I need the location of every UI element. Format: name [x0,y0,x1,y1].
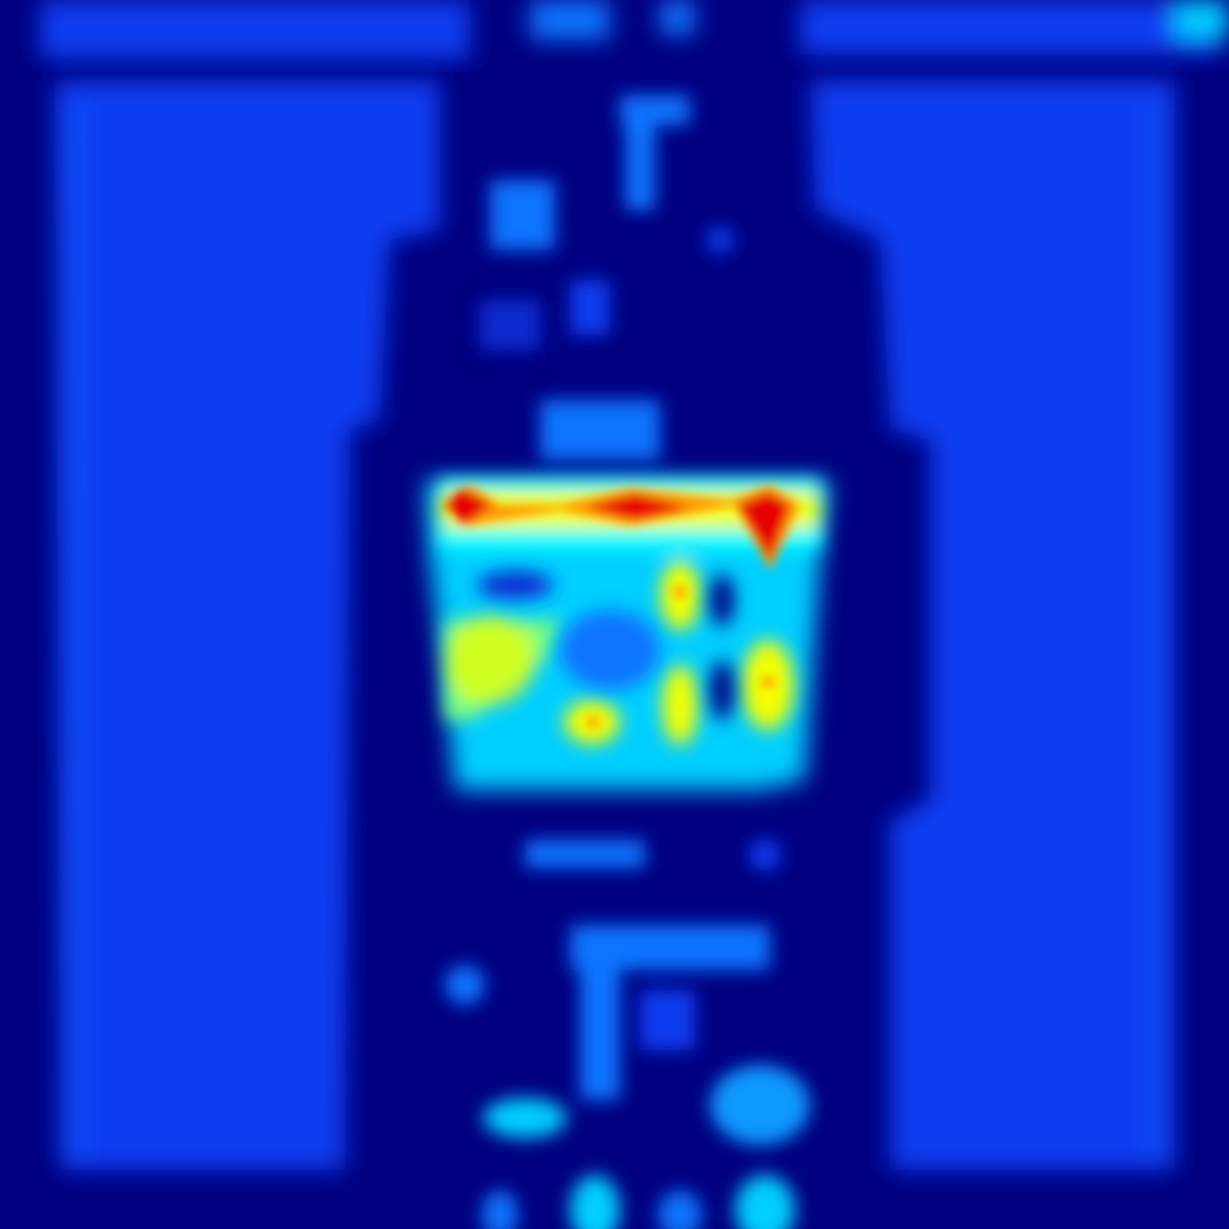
top-right-corner-spot [1175,0,1229,38]
blob-lower-4 [580,960,620,1100]
blob-bottom-2 [735,1175,795,1229]
blob-bottom-4 [658,1190,702,1229]
top-band-center-small [660,0,695,35]
blob-lower-2 [749,839,781,871]
spot-right-orange [762,676,774,688]
blob-lower-5 [445,965,485,1005]
blob-upper-3 [490,180,555,250]
blob-bottom-3 [482,1190,518,1229]
hotspot-left-yellow [445,615,535,705]
hotspot-dark-gap-1 [477,571,553,599]
hotspot-blue-pocket [560,610,660,690]
blob-upper-6 [480,300,540,350]
peak-center [585,494,690,520]
right-panel-inner-edge [1150,100,1166,1160]
blob-upper-2 [625,110,655,210]
blob-upper-4 [706,226,734,254]
blob-lower-8 [710,1065,810,1145]
left-panel-inner-edge [65,100,83,1160]
right-panel-region [810,80,1175,1170]
blob-upper-5 [570,280,610,335]
side-panels [55,80,1175,1170]
blob-lower-7 [483,1098,567,1138]
peak-left [445,488,492,525]
blob-lower-1 [525,840,645,868]
hotspot-center-yellow-2 [662,665,698,745]
top-band-left [40,0,470,60]
left-panel-region [55,80,440,1170]
peak-right [738,492,790,560]
top-band-center [530,0,610,40]
hotspot-region [425,480,830,790]
center-column-blobs [445,95,810,1229]
top-band-right [800,0,1220,55]
hotspot-dark-gap-2 [710,574,734,626]
hotspot-dark-gap-3 [710,660,734,720]
blob-lower-6 [640,990,695,1050]
blob-mid-1 [540,400,660,460]
top-band-region [40,0,1229,60]
blob-bottom-1 [570,1175,620,1229]
hotspot-orange-ridge [440,485,800,570]
spot-center-orange [674,586,686,598]
spot-bottom-orange [587,716,599,728]
